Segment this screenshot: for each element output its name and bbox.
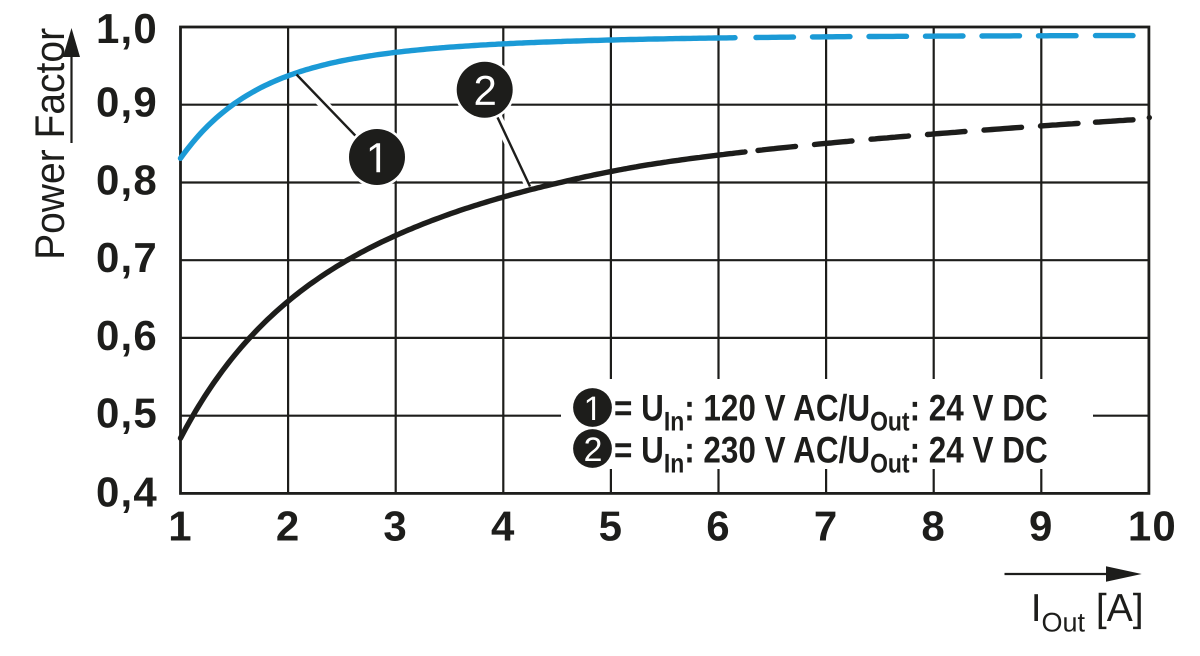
svg-text:3: 3 xyxy=(383,503,408,550)
svg-text:10: 10 xyxy=(1128,503,1177,550)
svg-text:8: 8 xyxy=(921,503,946,550)
svg-text:1,0: 1,0 xyxy=(96,5,158,52)
svg-text:5: 5 xyxy=(599,503,624,550)
svg-text:2: 2 xyxy=(276,503,301,550)
svg-text:0,8: 0,8 xyxy=(96,157,158,204)
svg-text:= UIn: 230 V AC/UOut: 24 V DC: = UIn: 230 V AC/UOut: 24 V DC xyxy=(614,430,1048,479)
svg-text:0,7: 0,7 xyxy=(96,234,158,281)
svg-text:0,4: 0,4 xyxy=(96,468,158,515)
svg-text:0,6: 0,6 xyxy=(96,312,158,359)
svg-text:7: 7 xyxy=(814,503,839,550)
svg-text:9: 9 xyxy=(1029,503,1054,550)
svg-text:0,9: 0,9 xyxy=(96,79,158,126)
svg-text:0,5: 0,5 xyxy=(96,390,158,437)
svg-text:Power Factor: Power Factor xyxy=(26,28,73,260)
svg-text:4: 4 xyxy=(491,503,516,550)
svg-text:1: 1 xyxy=(168,503,193,550)
svg-text:6: 6 xyxy=(706,503,731,550)
svg-text:= UIn: 120 V AC/UOut: 24 V DC: = UIn: 120 V AC/UOut: 24 V DC xyxy=(614,388,1048,437)
